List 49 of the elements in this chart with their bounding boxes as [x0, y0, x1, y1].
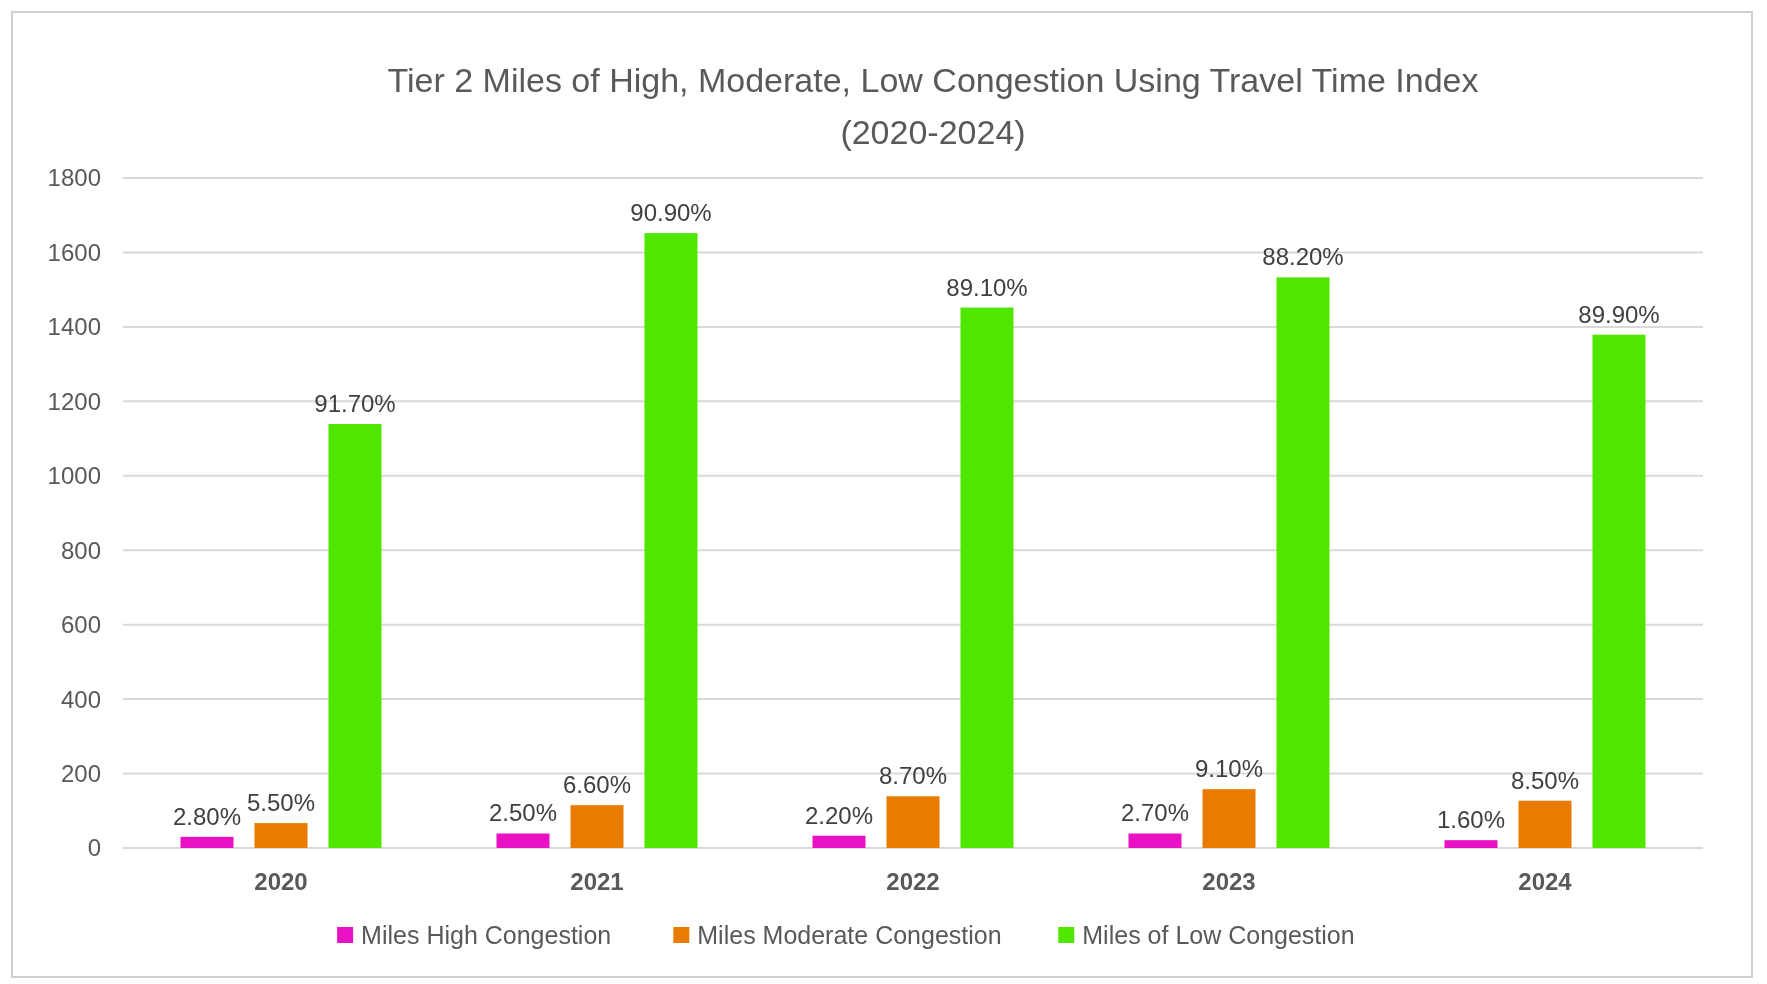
bar — [570, 805, 624, 848]
y-tick-label: 1000 — [47, 462, 101, 490]
legend-label: Miles of Low Congestion — [1082, 920, 1355, 949]
bar — [1518, 800, 1572, 848]
y-tick-label: 1400 — [47, 313, 101, 341]
bar — [644, 233, 698, 848]
bar — [180, 836, 234, 848]
annotation: 2.20% — [804, 801, 874, 829]
y-tick-label: 1200 — [47, 387, 101, 415]
x-tick-label: 2020 — [254, 868, 308, 895]
legend-label: Miles Moderate Congestion — [697, 920, 1002, 949]
y-tick-label: 200 — [60, 759, 101, 787]
bar — [1444, 840, 1498, 848]
bar — [328, 424, 382, 848]
y-tick-label: 400 — [60, 685, 101, 713]
bar — [496, 833, 550, 848]
chart-title: Tier 2 Miles of High, Moderate, Low Congestion Using Travel Time Index (2020-2024) — [387, 61, 1479, 151]
annotation: 9.10% — [1194, 755, 1264, 783]
y-tick-label: 1600 — [47, 238, 101, 266]
legend-label: Miles High Congestion — [361, 920, 612, 949]
bar — [960, 307, 1014, 848]
bar — [1276, 277, 1330, 848]
bar — [254, 823, 308, 848]
y-tick-label: 800 — [60, 536, 101, 564]
bar — [886, 796, 940, 848]
annotation: 5.50% — [246, 789, 316, 817]
annotation: 2.70% — [1120, 799, 1190, 827]
bar — [1202, 789, 1256, 848]
annotation: 90.90% — [630, 199, 712, 227]
annotation: 89.90% — [1578, 300, 1660, 328]
bar — [812, 835, 866, 848]
y-tick-label: 1800 — [47, 164, 101, 192]
annotation: 88.20% — [1262, 243, 1344, 271]
x-tick-label: 2024 — [1518, 868, 1573, 895]
y-tick-label: 0 — [87, 834, 101, 862]
x-tick-label: 2022 — [886, 868, 940, 895]
annotation: 1.60% — [1436, 806, 1506, 834]
x-tick-label: 2021 — [570, 868, 624, 895]
annotation: 6.60% — [562, 771, 632, 799]
annotation: 2.50% — [488, 799, 558, 827]
bar — [1592, 334, 1646, 848]
annotation: 91.70% — [314, 390, 396, 418]
x-tick-label: 2023 — [1202, 868, 1256, 895]
annotation: 2.80% — [172, 802, 242, 830]
bar — [1128, 833, 1182, 848]
y-tick-label: 600 — [60, 611, 101, 639]
annotation: 89.10% — [946, 273, 1028, 301]
annotation: 8.70% — [878, 762, 948, 790]
annotation: 8.50% — [1510, 766, 1580, 794]
